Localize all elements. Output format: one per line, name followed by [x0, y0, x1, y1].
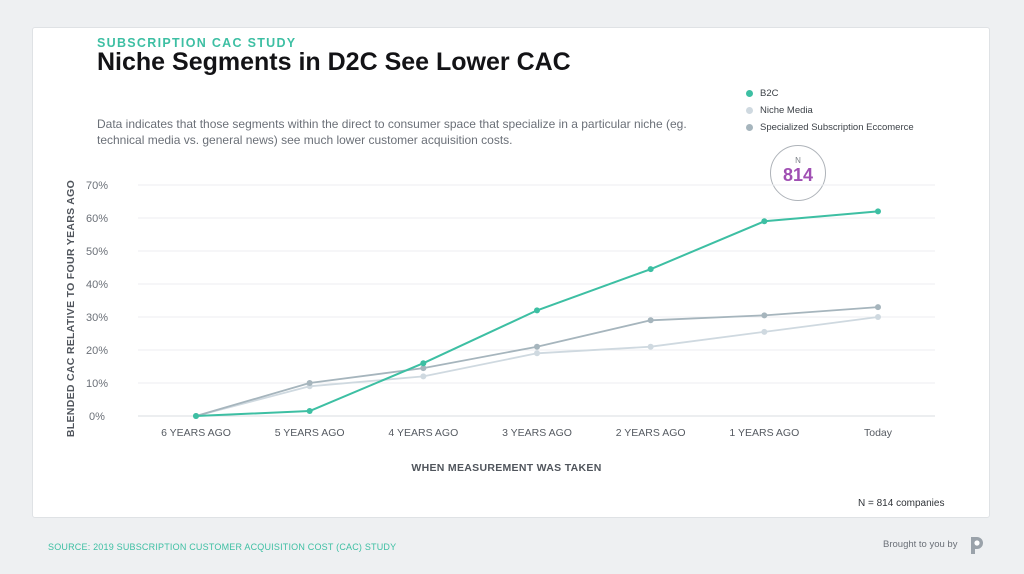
y-axis-title: BLENDED CAC RELATIVE TO FOUR YEARS AGO [65, 180, 77, 437]
sample-size-note: N = 814 companies [858, 498, 945, 509]
legend-item-niche-media: Niche Media [746, 102, 914, 119]
x-tick-label: 5 YEARS AGO [275, 427, 345, 439]
x-tick-label: Today [864, 427, 893, 439]
x-tick-label: 6 YEARS AGO [161, 427, 231, 439]
series-line [195, 306, 879, 417]
y-tick-label: 70% [86, 180, 108, 192]
y-tick-label: 30% [86, 312, 108, 324]
study-kicker: SUBSCRIPTION CAC STUDY [97, 36, 297, 50]
data-point [420, 373, 427, 380]
y-tick-label: 0% [89, 411, 105, 423]
data-point [647, 317, 654, 324]
data-point [761, 328, 768, 335]
data-point [875, 314, 881, 320]
legend-marker-specialized [746, 124, 753, 131]
y-tick-label: 10% [86, 378, 108, 390]
data-point [761, 218, 768, 225]
sample-size-badge: N 814 [770, 145, 826, 201]
legend-label-niche-media: Niche Media [760, 105, 813, 116]
sample-size-badge-label: N [795, 156, 801, 165]
y-tick-label: 50% [86, 246, 108, 258]
legend-item-b2c: B2C [746, 85, 914, 102]
y-tick-label: 20% [86, 345, 108, 357]
chart-card: SUBSCRIPTION CAC STUDY Niche Segments in… [32, 27, 990, 518]
source-footnote: SOURCE: 2019 SUBSCRIPTION CUSTOMER ACQUI… [48, 542, 397, 552]
x-tick-label: 1 YEARS AGO [729, 427, 799, 439]
data-point [306, 408, 313, 415]
chart-legend: B2C Niche Media Specialized Subscription… [746, 85, 914, 136]
y-tick-label: 60% [86, 213, 108, 225]
series-line [195, 316, 879, 417]
chart-title: Niche Segments in D2C See Lower CAC [97, 48, 571, 76]
data-point [647, 343, 654, 350]
legend-marker-b2c [746, 90, 753, 97]
data-point [647, 266, 654, 273]
data-point [193, 413, 199, 419]
legend-item-specialized: Specialized Subscription Eccomerce [746, 119, 914, 136]
data-point [534, 343, 540, 350]
brand-logo-icon [971, 537, 983, 554]
data-point [761, 312, 768, 319]
data-point [875, 304, 881, 311]
x-tick-label: 4 YEARS AGO [388, 427, 458, 439]
y-tick-label: 40% [86, 279, 108, 291]
data-point [534, 350, 540, 357]
data-point [420, 365, 427, 372]
x-axis-title: WHEN MEASUREMENT WAS TAKEN [411, 462, 601, 474]
line-chart: 0% 10% 20% 30% 40% 50% 60% 70% 6 YEARS AGO 5 YEAR… [65, 180, 935, 474]
legend-marker-niche-media [746, 107, 753, 114]
chart-description: Data indicates that those segments withi… [97, 117, 687, 147]
legend-label-b2c: B2C [760, 88, 779, 99]
data-point [420, 360, 427, 367]
data-point [306, 380, 313, 386]
x-tick-label: 3 YEARS AGO [502, 427, 572, 439]
x-tick-label: 2 YEARS AGO [616, 427, 686, 439]
legend-label-specialized: Specialized Subscription Eccomerce [760, 122, 914, 133]
sample-size-badge-value: 814 [782, 165, 814, 185]
data-point [534, 307, 540, 314]
brought-to-you-by: Brought to you by [883, 539, 958, 550]
data-point [875, 208, 881, 215]
